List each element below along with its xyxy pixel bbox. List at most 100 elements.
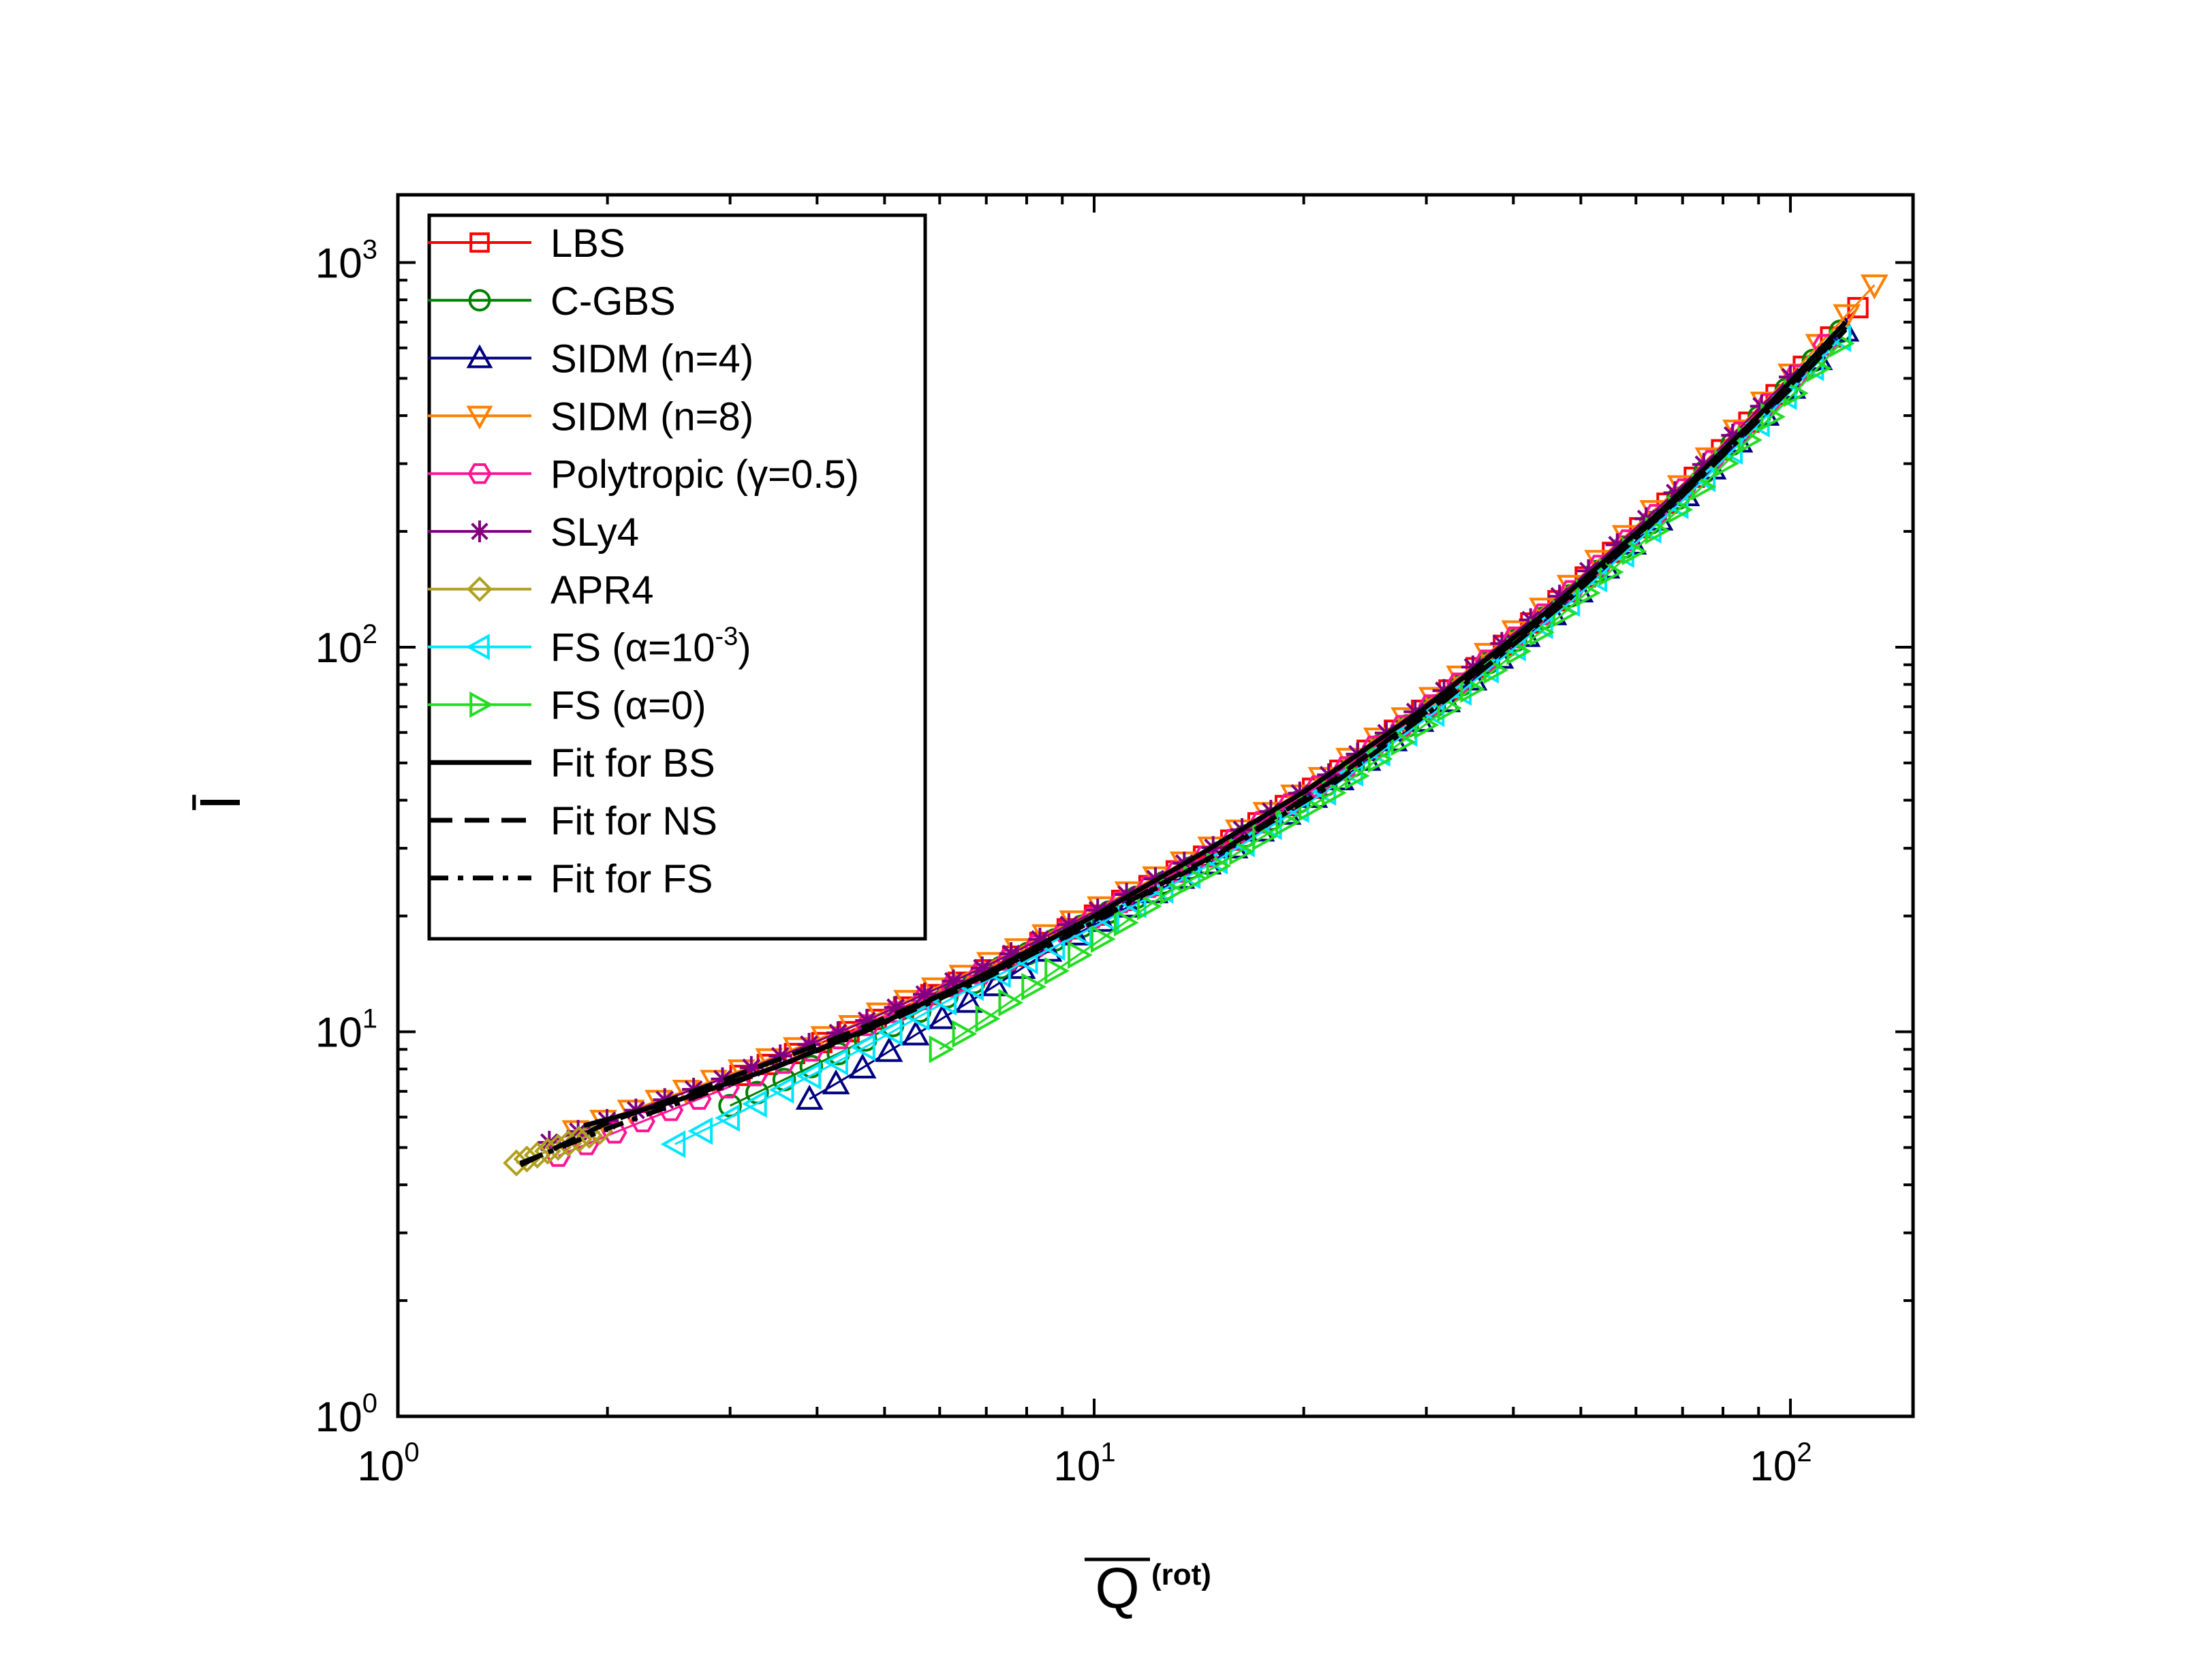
x-tick-label: 101 [1053, 1437, 1115, 1490]
data-point [523, 1141, 551, 1169]
data-point [1576, 559, 1600, 582]
data-point [1833, 304, 1861, 330]
data-point [1040, 933, 1066, 961]
data-point [855, 1009, 879, 1032]
data-point [1860, 274, 1889, 300]
data-point [1113, 909, 1139, 937]
data-point [797, 1033, 821, 1057]
data-point [975, 1005, 1001, 1033]
legend-label: FS (α=0) [550, 683, 706, 728]
axis-tick-labels: 100 101 102 100 101 102 103 [315, 234, 1812, 1490]
legend-marker [469, 691, 494, 718]
legend: LBS C-GBS SIDM (n=4) SIDM (n=8) Polytropic (… [427, 213, 927, 941]
legend-marker [469, 520, 491, 542]
data-point [1692, 452, 1715, 476]
legend-label: Fit for NS [550, 799, 717, 843]
data-point [904, 1003, 930, 1031]
plot-frame [396, 193, 1915, 1418]
data-point [718, 1093, 742, 1118]
data-point [850, 1033, 875, 1061]
data-point [1737, 426, 1763, 454]
data-point [1367, 745, 1393, 773]
data-point [901, 1020, 930, 1046]
legend-entry: LBS [428, 221, 625, 266]
data-point [981, 971, 1010, 997]
data-point [998, 989, 1024, 1017]
data-point [576, 1121, 603, 1149]
data-point [1206, 852, 1232, 880]
legend-marker [465, 634, 490, 660]
data-point [848, 1053, 877, 1078]
legend-entry: APR4 [428, 568, 654, 612]
data-point [822, 1069, 850, 1095]
y-tick-label: 101 [315, 1004, 377, 1056]
legend-marker [469, 232, 490, 253]
x-axis-title-main: Q [1095, 1556, 1139, 1620]
axis-ticks [397, 195, 1913, 1418]
legend-marker [467, 463, 492, 484]
legend-entry: C-GBS [428, 279, 676, 324]
data-point [954, 987, 983, 1013]
legend-label: C-GBS [550, 279, 676, 324]
data-point [1136, 892, 1162, 920]
data-point [1044, 956, 1070, 985]
data-point [1576, 579, 1601, 607]
data-point [1506, 637, 1532, 666]
data-point [1779, 365, 1802, 389]
data-point [1229, 837, 1255, 866]
legend-marker [466, 405, 493, 430]
data-point [1598, 558, 1624, 587]
data-point [999, 942, 1023, 965]
data-point [660, 1130, 686, 1158]
legend-marker [468, 289, 491, 312]
legend-label: SIDM (n=8) [550, 394, 753, 439]
data-point [1663, 481, 1687, 505]
data-point [826, 1021, 850, 1045]
data-point [1460, 675, 1486, 703]
data-point [1057, 913, 1081, 937]
data-point [1299, 793, 1324, 822]
data-point [1490, 632, 1514, 655]
data-point [1548, 585, 1572, 608]
x-axis-title-superscript: (rot) [1151, 1558, 1211, 1591]
x-tick-label: 100 [357, 1437, 419, 1490]
legend-label: APR4 [550, 568, 654, 612]
data-point [566, 1119, 590, 1143]
legend-entry: SIDM (n=4) [428, 337, 753, 382]
y-axis-title: Ī [188, 794, 252, 811]
legend-label: FS (α=10-3) [550, 623, 751, 670]
data-point [799, 1055, 824, 1078]
legend-label: Fit for FS [550, 857, 713, 901]
y-tick-label: 103 [315, 234, 377, 287]
data-point [1183, 865, 1209, 892]
data-point [942, 969, 965, 993]
data-point [1390, 728, 1416, 756]
data-point [1668, 495, 1694, 524]
series-fs-0- [929, 329, 1855, 1063]
data-point [1021, 973, 1047, 1001]
data-point [565, 1125, 593, 1153]
data-point [1028, 927, 1052, 951]
fit-line-dashdot [519, 328, 1848, 1166]
data-point [1512, 621, 1541, 647]
legend-entry: SIDM (n=8) [428, 394, 753, 439]
data-point [796, 1061, 822, 1090]
legend-label: SLy4 [550, 510, 639, 555]
legend-entry: Polytropic (γ=0.5) [428, 452, 859, 497]
data-point [952, 1020, 978, 1048]
data-point [1721, 424, 1745, 447]
data-point [1160, 877, 1185, 905]
data-point [1091, 925, 1116, 953]
data-point [687, 1117, 713, 1145]
data-point [1068, 941, 1093, 969]
data-point [741, 1089, 767, 1118]
data-point [929, 1035, 954, 1063]
fit-line-dash [519, 325, 1848, 1168]
legend-marker [467, 576, 493, 602]
data-point [503, 1149, 530, 1177]
data-point [768, 1076, 794, 1104]
data-point [875, 1036, 903, 1062]
data-point [1645, 516, 1671, 545]
legend-label: Polytropic (γ=0.5) [550, 452, 859, 497]
legend-entry: SLy4 [428, 510, 639, 555]
